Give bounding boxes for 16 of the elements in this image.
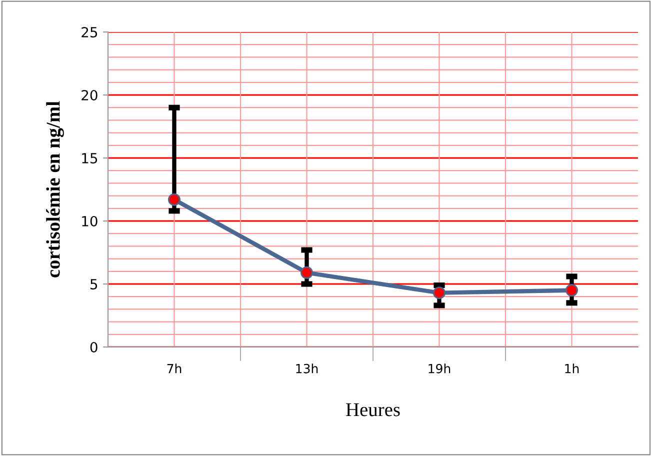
point <box>433 286 446 300</box>
y-tick-label: 10 <box>82 216 98 226</box>
point <box>566 284 578 297</box>
y-tick-label: 15 <box>82 153 98 164</box>
x-axis-title: Heures <box>346 403 400 416</box>
point <box>300 266 313 279</box>
y-tick-label: 25 <box>82 26 98 38</box>
y-tick-label: 5 <box>90 279 98 290</box>
point <box>168 193 180 206</box>
y-axis-title: cortisolémie en ng/ml <box>46 101 64 278</box>
y-tick-label: 0 <box>90 342 98 352</box>
x-tick-label: 19h <box>428 364 450 374</box>
x-tick-label: 1h <box>565 364 579 374</box>
x-tick-label: 7h <box>167 364 182 374</box>
x-tick-label: 13h <box>296 364 318 374</box>
y-tick-label: 20 <box>82 90 98 100</box>
